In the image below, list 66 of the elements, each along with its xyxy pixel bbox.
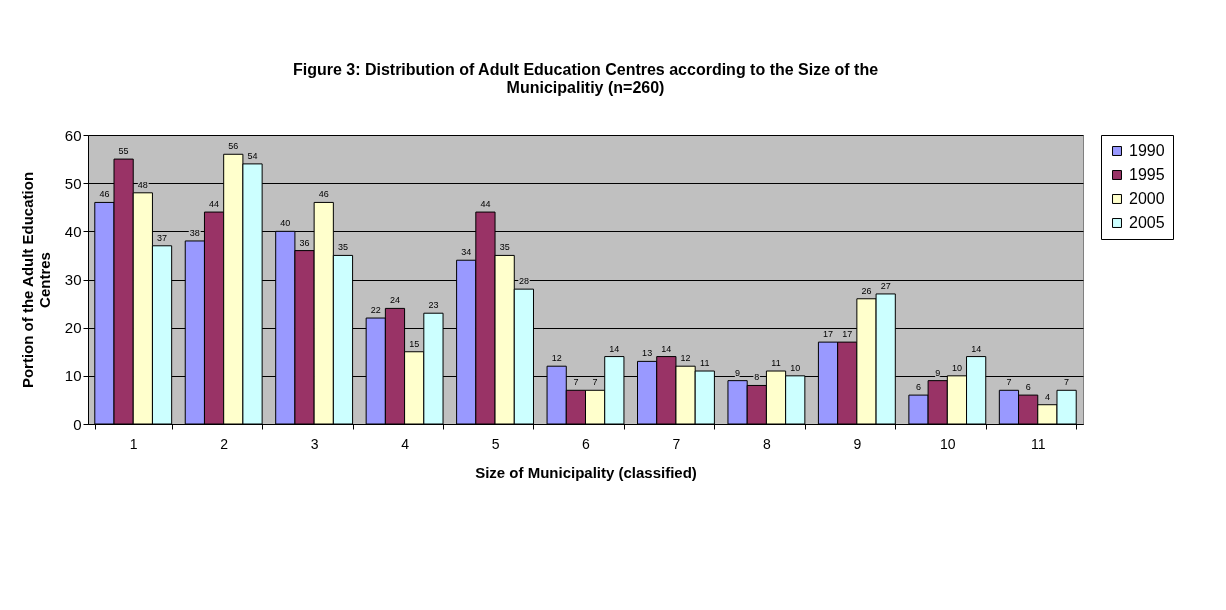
data-label: 7 (1006, 377, 1012, 388)
data-label: 35 (337, 242, 348, 253)
data-label: 34 (461, 247, 472, 258)
data-label: 4 (1044, 391, 1050, 402)
data-label: 54 (247, 150, 258, 161)
data-label: 7 (1064, 377, 1070, 388)
data-label: 36 (299, 237, 310, 248)
x-tick-label: 8 (763, 435, 772, 452)
x-tick-label: 1 (129, 435, 138, 452)
data-label: 17 (842, 329, 853, 340)
legend-label: 2005 (1129, 214, 1165, 231)
y-tick-label: 50 (64, 174, 82, 192)
data-label: 6 (915, 382, 921, 393)
data-label: 55 (118, 146, 129, 157)
legend-label: 2000 (1129, 190, 1165, 207)
data-label: 44 (209, 199, 220, 210)
legend-label: 1990 (1129, 142, 1165, 159)
data-label: 7 (573, 377, 579, 388)
x-axis-title: Size of Municipality (classified) (475, 463, 697, 481)
data-label: 46 (318, 189, 329, 200)
x-tick-label: 9 (853, 435, 862, 452)
y-tick-label: 0 (73, 415, 82, 433)
chart-title: Figure 3: Distribution of Adult Education Centres according to the Size of the Municipalitiy (n=260) (292, 61, 879, 96)
data-label: 22 (370, 305, 381, 316)
data-label: 15 (409, 338, 420, 349)
data-label: 24 (389, 295, 400, 306)
x-tick-label: 3 (310, 435, 319, 452)
y-tick-label: 40 (64, 222, 82, 240)
data-label: 7 (592, 377, 598, 388)
data-label: 56 (228, 141, 239, 152)
x-tick-label: 2 (220, 435, 229, 452)
x-tick-label: 7 (672, 435, 681, 452)
data-label: 13 (642, 348, 653, 359)
data-label: 10 (951, 362, 962, 373)
data-label: 27 (880, 280, 891, 291)
data-label: 9 (735, 367, 741, 378)
data-label: 14 (971, 343, 982, 354)
data-label: 46 (99, 189, 110, 200)
data-label: 35 (499, 242, 510, 253)
y-tick-label: 20 (64, 319, 82, 337)
x-tick-label: 11 (1031, 435, 1046, 452)
x-tick-label: 5 (491, 435, 500, 452)
data-label: 17 (823, 329, 834, 340)
data-label: 23 (428, 300, 439, 311)
data-label: 40 (280, 218, 291, 229)
data-label: 14 (609, 343, 620, 354)
data-label: 44 (480, 199, 491, 210)
x-tick-label: 4 (401, 435, 410, 452)
data-label: 11 (700, 358, 710, 369)
data-label: 12 (551, 353, 562, 364)
data-label: 6 (1025, 382, 1031, 393)
data-label: 12 (680, 353, 691, 364)
data-label: 9 (935, 367, 941, 378)
y-tick-label: 30 (64, 271, 82, 288)
data-label: 14 (661, 343, 672, 354)
x-tick-label: 10 (940, 435, 956, 452)
data-label: 10 (790, 362, 801, 373)
data-label: 26 (861, 285, 872, 296)
x-tick-label: 6 (582, 435, 591, 452)
y-axis-title: Portion of the Adult Education Centres (18, 171, 53, 389)
data-label: 11 (771, 358, 781, 369)
legend-label: 1995 (1129, 166, 1165, 183)
y-tick-label: 60 (64, 126, 82, 144)
data-label: 8 (754, 372, 760, 383)
data-label: 37 (157, 232, 168, 243)
y-tick-label: 10 (64, 367, 82, 385)
